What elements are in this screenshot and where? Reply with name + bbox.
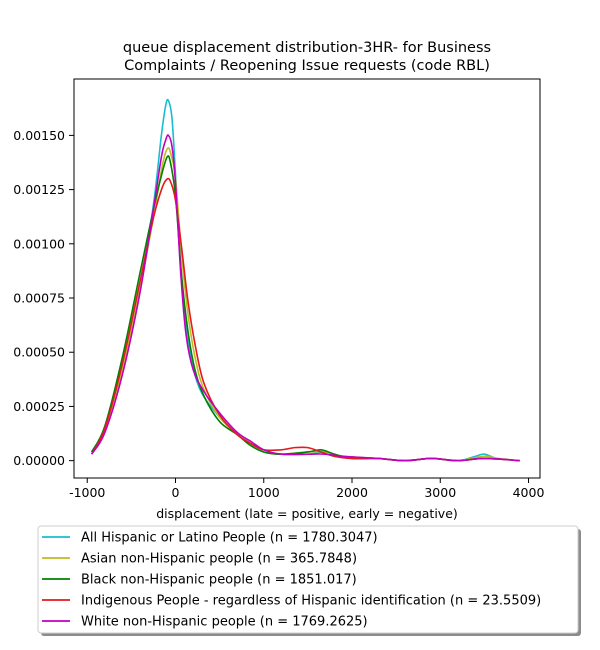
y-tick-label: 0.00050 (13, 345, 65, 360)
series-line-2 (92, 156, 520, 461)
y-tick-label: 0.00100 (13, 236, 65, 251)
x-tick-label: -1000 (69, 485, 105, 500)
x-axis-label: displacement (late = positive, early = n… (156, 506, 458, 521)
plot-frame (74, 79, 540, 478)
y-tick-label: 0.00000 (13, 453, 65, 468)
legend: All Hispanic or Latino People (n = 1780.… (38, 526, 581, 636)
x-axis-ticks: -1000 0 1000 2000 3000 4000 (69, 478, 544, 500)
y-tick-label: 0.00150 (13, 128, 65, 143)
y-tick-label: 0.00025 (13, 399, 65, 414)
legend-label-2: Black non-Hispanic people (n = 1851.017) (81, 573, 357, 588)
legend-label-0: All Hispanic or Latino People (n = 1780.… (81, 531, 378, 546)
series-layer (92, 100, 520, 461)
x-tick-label: 4000 (513, 485, 545, 500)
y-tick-label: 0.00075 (13, 291, 65, 306)
series-line-0 (92, 100, 520, 461)
y-tick-label: 0.00125 (13, 182, 65, 197)
legend-label-3: Indigenous People - regardless of Hispan… (81, 594, 541, 609)
y-axis-ticks: 0.00000 0.00025 0.00050 0.00075 0.00100 0.001… (13, 128, 74, 468)
series-line-3 (92, 179, 520, 461)
x-tick-label: 1000 (248, 485, 280, 500)
x-tick-label: 0 (172, 485, 180, 500)
legend-label-1: Asian non-Hispanic people (n = 365.7848) (81, 552, 357, 567)
legend-label-4: White non-Hispanic people (n = 1769.2625… (81, 615, 368, 630)
x-tick-label: 2000 (336, 485, 368, 500)
chart-title-line2: Complaints / Reopening Issue requests (c… (124, 58, 490, 74)
x-tick-label: 3000 (424, 485, 456, 500)
chart-title-line1: queue displacement distribution-3HR- for… (123, 40, 491, 56)
plot-area: -1000 0 1000 2000 3000 4000 0.000000.000250.0… (13, 79, 544, 500)
